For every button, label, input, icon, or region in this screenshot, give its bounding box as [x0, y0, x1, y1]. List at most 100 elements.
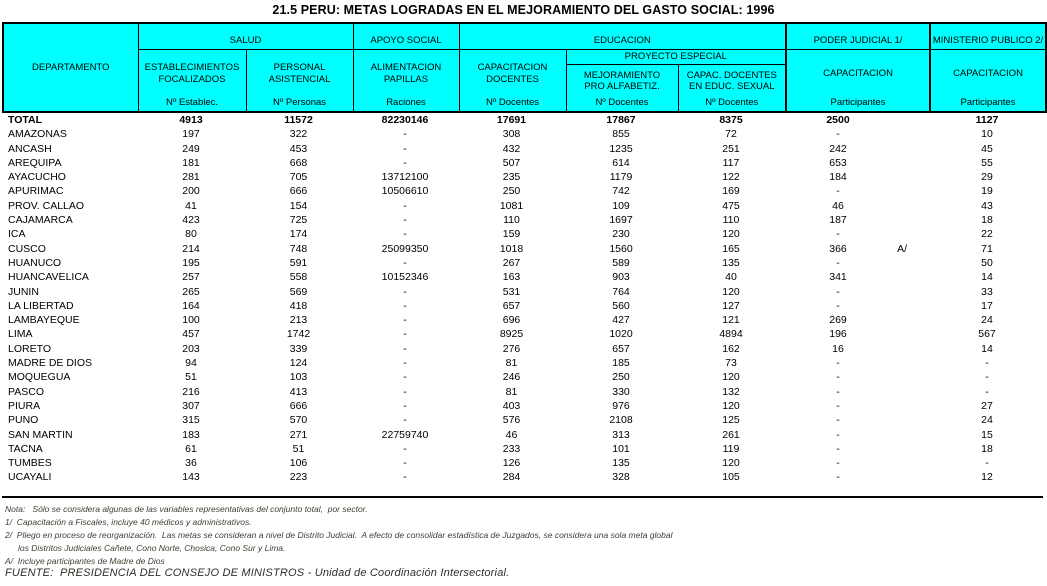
column-unit: Nº Docentes	[485, 97, 540, 109]
row-value: 126	[502, 457, 521, 470]
row-value: -	[403, 385, 407, 398]
table-row: CUSCO 214 748 25099350 1018 1560 165 366 A/71	[2, 242, 1045, 256]
row-value: 284	[502, 471, 521, 484]
row-value: 322	[289, 128, 308, 141]
row-value: 163	[502, 271, 521, 284]
row-value: 328	[612, 471, 630, 484]
table-row: MOQUEGUA 51 103 - 246 250 120 - -	[2, 370, 1045, 384]
row-value: 120	[722, 399, 740, 412]
row-value: 15	[981, 428, 993, 441]
row-value: 165	[722, 242, 740, 255]
row-value: 185	[612, 357, 630, 370]
row-value: 154	[289, 199, 308, 212]
row-value: 903	[612, 271, 630, 284]
table-row: AYACUCHO 281 705 13712100 235 1179 122 184 29	[2, 170, 1045, 184]
column-header-mejoramiento-alfabetiz: MEJORAMIENTO PRO ALFABETIZ. Nº Docentes	[565, 63, 679, 113]
row-value: 80	[185, 228, 197, 241]
row-value: 25099350	[381, 242, 429, 255]
column-unit: Participantes	[960, 97, 1016, 109]
row-value: 46	[505, 428, 518, 441]
row-department: LORETO	[8, 342, 51, 355]
row-value: 1235	[609, 142, 633, 155]
row-department: ANCASH	[8, 142, 52, 155]
footnote-1: 1/ Capacitación a Fiscales, incluye 40 m…	[5, 517, 252, 527]
column-header-establecimientos: ESTABLECIMIENTOS FOCALIZADOS Nº Establec.	[137, 48, 247, 113]
row-value: -	[403, 299, 407, 312]
row-value: 725	[289, 214, 308, 227]
row-value: -	[403, 214, 407, 227]
row-department: LIMA	[8, 328, 33, 341]
row-value: 36	[185, 457, 197, 470]
footnote-nota: Nota: Sólo se considera algunas de las v…	[5, 504, 368, 514]
row-value: 330	[612, 385, 630, 398]
column-unit: Nº Establec.	[165, 97, 219, 109]
table-row: MADRE DE DIOS 94 124 - 81 185 73 - -	[2, 356, 1045, 370]
row-value: 214	[182, 242, 200, 255]
row-value: 235	[502, 171, 521, 184]
row-value: -	[836, 371, 840, 384]
source-line: FUENTE: PRESIDENCIA DEL CONSEJO DE MINIS…	[5, 567, 510, 579]
row-value: 1560	[609, 242, 633, 255]
row-value: 184	[829, 171, 847, 184]
row-value: 423	[182, 214, 200, 227]
row-value: 41	[185, 199, 197, 212]
row-value: 249	[182, 142, 200, 155]
row-value: 764	[612, 285, 630, 298]
row-value: 251	[722, 142, 740, 155]
table-header: DEPARTAMENTO SALUD APOYO SOCIAL EDUCACIO…	[2, 22, 1047, 113]
row-value: 696	[502, 314, 521, 327]
row-value: -	[836, 357, 840, 370]
row-department: MOQUEGUA	[8, 371, 71, 384]
row-value: 742	[612, 185, 630, 198]
row-value: 281	[182, 171, 200, 184]
row-value: 122	[722, 171, 740, 184]
row-value: 261	[722, 428, 740, 441]
row-value: -	[985, 371, 989, 384]
row-value: 1742	[286, 328, 311, 341]
row-value: 27	[981, 399, 993, 412]
row-value: 223	[289, 471, 308, 484]
table-row: HUANUCO 195 591 - 267 589 135 - 50	[2, 256, 1045, 270]
row-value: 230	[612, 228, 630, 241]
row-value: 475	[722, 199, 740, 212]
row-value: 162	[722, 342, 740, 355]
row-value: 82230146	[381, 114, 429, 126]
row-value: 135	[612, 457, 630, 470]
row-value: 61	[185, 442, 197, 455]
row-department: TOTAL	[8, 114, 43, 126]
row-value: 51	[292, 442, 305, 455]
table-row: LAMBAYEQUE 100 213 - 696 427 121 269 24	[2, 313, 1045, 327]
group-header-apoyo-social: APOYO SOCIAL	[352, 22, 460, 50]
row-value: 4913	[179, 114, 203, 126]
row-value: -	[836, 457, 840, 470]
row-value: 46	[832, 199, 844, 212]
row-value: 135	[722, 256, 740, 269]
row-value: 242	[829, 142, 847, 155]
row-department: PUNO	[8, 414, 39, 427]
row-value: 1020	[609, 328, 633, 341]
row-value: 127	[722, 299, 740, 312]
row-value: 216	[182, 385, 200, 398]
table-row: PROV. CALLAO 41 154 - 1081 109 475 46 43	[2, 199, 1045, 213]
row-value: -	[403, 156, 407, 169]
row-value: 55	[981, 156, 993, 169]
row-value: -	[985, 357, 989, 370]
row-department: PROV. CALLAO	[8, 199, 85, 212]
row-value: 569	[289, 285, 308, 298]
row-value: 51	[185, 371, 197, 384]
row-value: 72	[725, 128, 737, 141]
column-unit: Raciones	[386, 97, 426, 109]
row-value: -	[836, 428, 840, 441]
row-value: 507	[502, 156, 521, 169]
row-value: 187	[829, 214, 847, 227]
row-value: 196	[829, 328, 847, 341]
row-value: 11572	[284, 114, 313, 126]
group-header-proyecto-especial: PROYECTO ESPECIAL	[565, 48, 787, 65]
row-value: 666	[289, 399, 308, 412]
row-value: 174	[289, 228, 308, 241]
row-value: 267	[502, 256, 521, 269]
row-value: 418	[289, 299, 308, 312]
group-header-educacion: EDUCACION	[458, 22, 787, 50]
row-value: 17691	[496, 114, 527, 126]
row-department: AREQUIPA	[8, 156, 62, 169]
